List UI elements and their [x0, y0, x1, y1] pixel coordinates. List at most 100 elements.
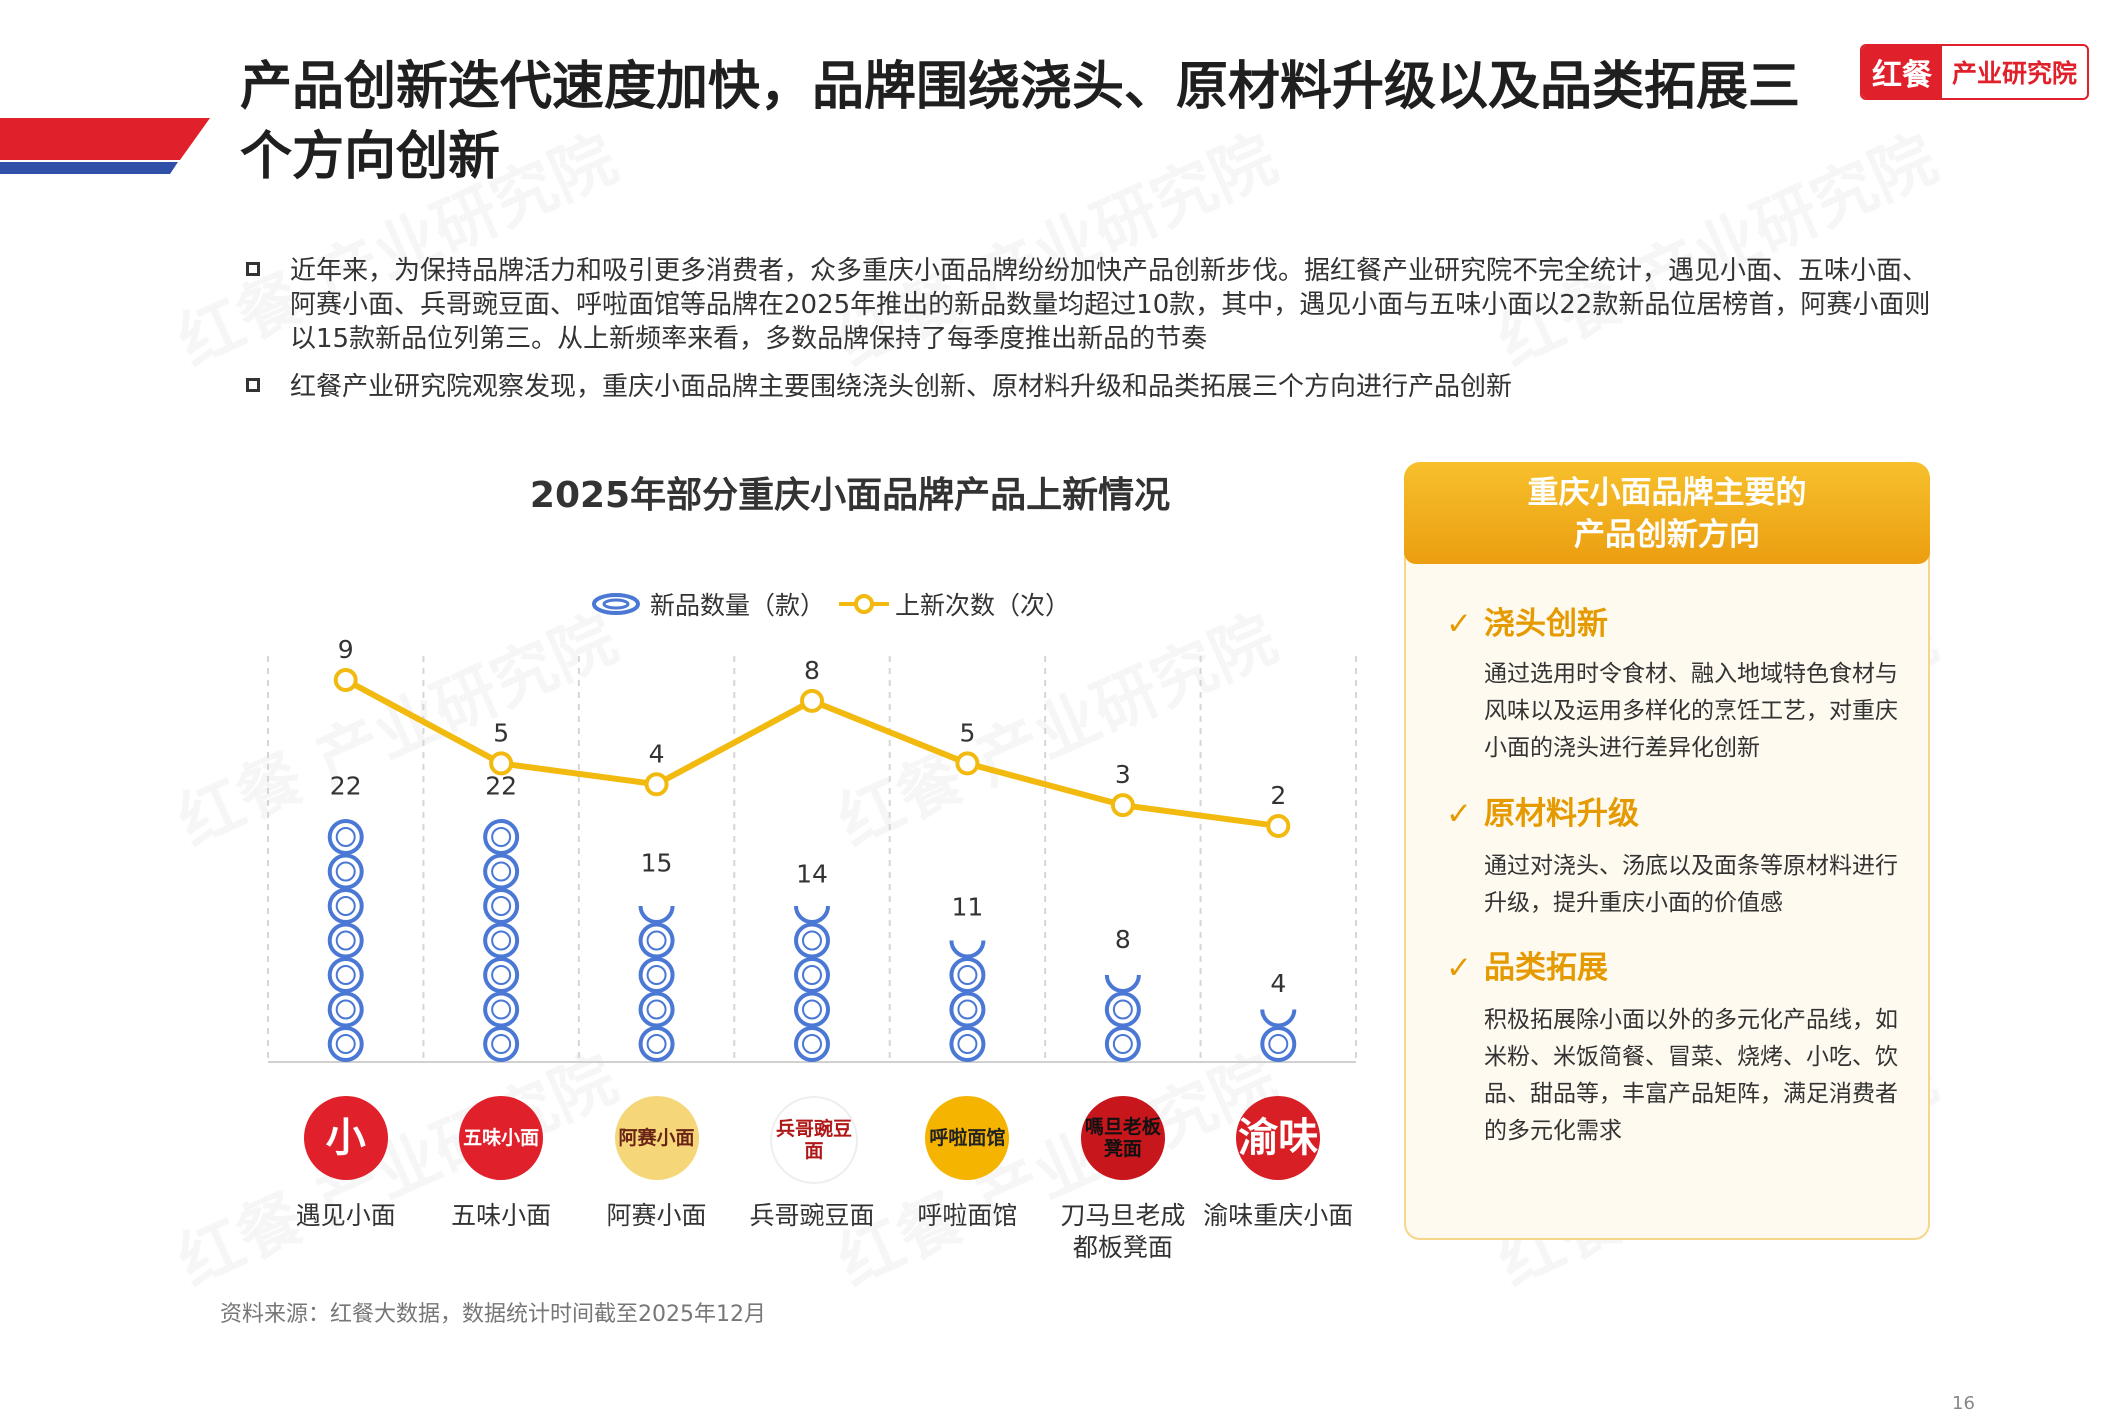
bar-ring-inner	[335, 827, 356, 847]
bar-ring-inner	[1268, 1034, 1289, 1054]
bar-遇见小面	[327, 819, 364, 1062]
legend-label: 上新次数（次）	[895, 591, 1071, 620]
bar-ring	[949, 957, 986, 993]
bar-ring-inner	[646, 1034, 667, 1054]
line-point	[644, 772, 669, 797]
legend-label: 新品数量（款）	[650, 591, 826, 620]
page-number: 16	[1952, 1393, 1975, 1414]
category-label: 兵哥豌豆面	[734, 1200, 890, 1232]
bar-ring	[327, 853, 364, 890]
category-label-line: 渝味重庆小面	[1203, 1201, 1354, 1230]
bar-ring	[638, 922, 675, 959]
bar-ring-inner	[335, 896, 356, 916]
heading-line: 产品创新方向	[1574, 517, 1760, 553]
bar-ring	[327, 819, 364, 855]
bar-ring-inner	[491, 999, 512, 1020]
bar-ring-inner	[646, 965, 667, 985]
bar-ring	[638, 991, 675, 1028]
line-point	[800, 688, 824, 713]
category-label-line: 兵哥豌豆面	[749, 1201, 875, 1230]
bar-ring	[483, 1026, 520, 1062]
bar-ring-inner	[957, 1034, 978, 1054]
bar-value-label: 22	[485, 772, 517, 801]
bar-value-label: 22	[330, 772, 362, 801]
category-label-line: 五味小面	[451, 1201, 552, 1230]
line-value-label: 8	[804, 656, 820, 685]
chart-title: 2025年部分重庆小面品牌产品上新情况	[529, 475, 1171, 516]
bar-ring-inner	[646, 930, 667, 951]
bar-value-label: 15	[641, 848, 673, 877]
bar-ring	[483, 991, 520, 1028]
bar-ring-inner	[335, 999, 356, 1020]
bar-ring-inner	[802, 930, 822, 951]
bar-ring	[1260, 1009, 1297, 1028]
line-value-label: 4	[649, 739, 665, 768]
line-marker-icon	[839, 594, 890, 614]
page-title: 产品创新迭代速度加快，品牌围绕浇头、原材料升级以及品类拓展三个方向创新	[240, 57, 1801, 187]
bar-ring	[794, 991, 830, 1028]
category-label: 刀马旦老成 都板凳面	[1045, 1200, 1201, 1264]
bar-ring	[327, 1026, 364, 1062]
category-label: 渝味重庆小面	[1200, 1200, 1356, 1232]
category-label-line: 遇见小面	[295, 1201, 396, 1230]
bar-ring-inner	[335, 965, 356, 985]
category-label-line: 阿赛小面	[606, 1201, 707, 1230]
bar-ring	[794, 905, 830, 924]
check-icon: ✓	[1446, 606, 1472, 642]
chart-legend: 新品数量（款） 上新次数（次）	[590, 586, 1084, 622]
bar-ring	[483, 888, 520, 924]
category-label-line: 刀马旦老成	[1060, 1201, 1186, 1230]
bar-ring-inner	[491, 965, 512, 985]
brand-logo-3: 兵哥豌豆面	[770, 1096, 858, 1184]
data-source-note: 资料来源：红餐大数据，数据统计时间截至2025年12月	[220, 1302, 766, 1327]
bar-value-label: 11	[952, 892, 984, 921]
category-label: 五味小面	[423, 1200, 579, 1232]
bar-ring	[1104, 991, 1141, 1028]
bar-ring	[1260, 1026, 1297, 1062]
line-value-label: 2	[1270, 781, 1286, 810]
check-icon: ✓	[1446, 950, 1472, 986]
legend-item-line: 上新次数（次）	[839, 586, 1070, 622]
bar-ring	[1104, 974, 1141, 993]
bar-ring-inner	[335, 1034, 356, 1054]
bullet-text: 红餐产业研究院观察发现，重庆小面品牌主要围绕浇头创新、原材料升级和品类拓展三个方…	[290, 372, 1513, 402]
bar-ring-inner	[491, 861, 512, 882]
bar-ring-inner	[957, 965, 978, 985]
check-icon: ✓	[1446, 796, 1472, 832]
bar-ring	[949, 991, 986, 1028]
category-label-line: 都板凳面	[1072, 1233, 1173, 1262]
direction-title: ✓ 原材料升级	[1446, 796, 1639, 832]
bar-value-label: 14	[796, 859, 828, 888]
bar-ring	[327, 922, 364, 959]
direction-desc: 通过选用时令食材、融入地域特色食材与风味以及运用多样化的烹饪工艺，对重庆小面的浇…	[1484, 661, 1898, 761]
brand-logo-0: 小	[303, 1096, 388, 1180]
direction-desc: 通过对浇头、汤底以及面条等原材料进行升级，提升重庆小面的价值感	[1484, 853, 1898, 916]
bar-ring	[1104, 1026, 1141, 1062]
line-value-label: 5	[493, 718, 509, 747]
bar-ring-inner	[491, 827, 512, 847]
innovation-directions-heading: 重庆小面品牌主要的 产品创新方向	[1404, 462, 1930, 564]
bar-五味小面	[483, 819, 520, 1062]
bar-ring	[794, 957, 830, 993]
bar-ring-inner	[491, 930, 512, 951]
direction-desc: 积极拓展除小面以外的多元化产品线，如米粉、米饭简餐、冒菜、烧烤、小吃、饮品、甜品…	[1484, 1007, 1898, 1144]
bar-兵哥豌豆面	[794, 905, 830, 1062]
bar-ring	[794, 1026, 830, 1062]
category-label: 呼啦面馆	[889, 1200, 1045, 1232]
category-label: 阿赛小面	[579, 1200, 735, 1232]
bar-阿赛小面	[638, 905, 675, 1062]
category-label-line: 呼啦面馆	[917, 1201, 1018, 1230]
bar-ring-inner	[491, 896, 512, 916]
square-bullet-icon	[246, 262, 260, 276]
chart-plot: 22 22 15 14 11 8 4 9 5 4 8 5 3 2	[267, 635, 1357, 1063]
bar-ring	[483, 853, 520, 890]
brand-logo: 红餐 产业研究院	[1860, 44, 2090, 100]
bullet-text: 近年来，为保持品牌活力和吸引更多消费者，众多重庆小面品牌纷纷加快产品创新步伐。据…	[290, 256, 1931, 354]
bar-ring	[794, 922, 830, 959]
bar-ring-inner	[802, 1034, 822, 1054]
brand-logo-1: 五味小面	[459, 1096, 544, 1180]
line-value-label: 5	[959, 718, 975, 747]
bar-ring	[483, 819, 520, 855]
bar-ring	[483, 957, 520, 993]
brand-logo-6: 渝味	[1236, 1096, 1321, 1180]
